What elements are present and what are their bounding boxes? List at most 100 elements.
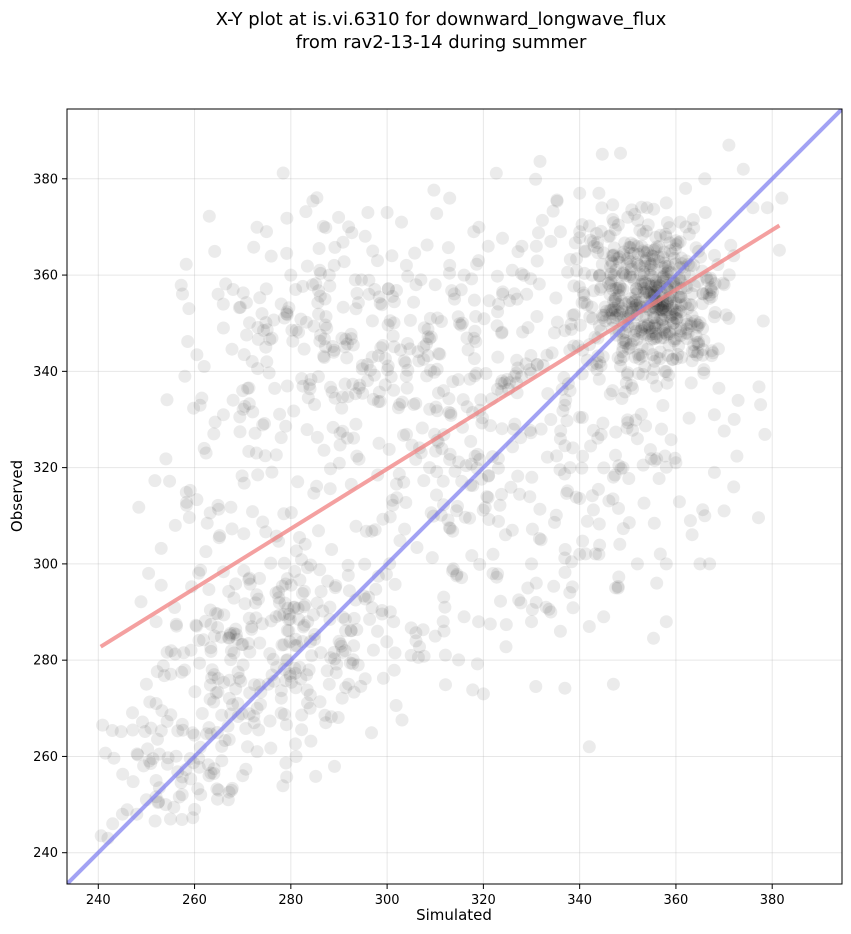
scatter-point	[263, 714, 277, 728]
scatter-point	[354, 273, 368, 287]
scatter-point	[603, 279, 617, 293]
scatter-point	[698, 206, 712, 219]
scatter-point	[409, 278, 423, 292]
scatter-point	[365, 524, 379, 538]
scatter-point	[482, 294, 496, 308]
scatter-point	[705, 344, 719, 358]
scatter-point	[647, 332, 661, 346]
scatter-point	[401, 337, 415, 350]
scatter-point	[683, 514, 697, 528]
scatter-point	[371, 254, 384, 268]
scatter-point	[239, 762, 253, 776]
scatter-point	[652, 240, 666, 254]
scatter-point	[459, 459, 473, 473]
scatter-point	[333, 438, 347, 452]
scatter-point	[358, 672, 372, 686]
scatter-point	[317, 351, 331, 364]
scatter-point	[282, 301, 296, 315]
scatter-point	[646, 270, 660, 284]
scatter-point	[659, 615, 673, 629]
scatter-point	[283, 669, 297, 683]
scatter-point	[674, 290, 688, 304]
scatter-point	[563, 253, 577, 266]
scatter-point	[230, 632, 244, 646]
scatter-point	[654, 312, 668, 325]
scatter-point	[222, 691, 236, 705]
scatter-point	[475, 416, 489, 430]
scatter-point	[149, 774, 163, 787]
scatter-point	[287, 404, 301, 418]
scatter-point	[245, 355, 259, 368]
scatter-point	[674, 324, 688, 338]
scatter-point	[716, 276, 730, 290]
scatter-point	[525, 557, 538, 571]
scatter-point	[312, 242, 326, 255]
scatter-point	[596, 311, 609, 325]
scatter-point	[604, 266, 618, 280]
scatter-point	[152, 795, 166, 809]
scatter-point	[397, 475, 411, 489]
scatter-point	[429, 444, 443, 458]
scatter-point	[566, 601, 580, 615]
scatter-point	[408, 246, 422, 260]
scatter-point	[503, 376, 516, 390]
scatter-point	[211, 287, 225, 301]
scatter-point	[417, 352, 430, 366]
scatter-point	[609, 425, 623, 439]
scatter-point	[724, 238, 738, 252]
scatter-point	[704, 283, 718, 297]
scatter-point	[591, 241, 604, 255]
scatter-point	[383, 314, 397, 328]
scatter-point	[250, 745, 264, 759]
scatter-point	[697, 363, 711, 377]
scatter-point	[303, 688, 317, 702]
scatter-point	[490, 319, 504, 333]
scatter-point	[659, 305, 673, 319]
scatter-point	[245, 620, 259, 634]
scatter-point	[643, 443, 657, 457]
scatter-point	[307, 608, 320, 622]
scatter-point	[648, 354, 661, 368]
scatter-point	[395, 395, 409, 409]
scatter-point	[624, 246, 638, 260]
scatter-point	[142, 566, 156, 580]
scatter-point	[548, 515, 561, 529]
scatter-point	[154, 541, 168, 555]
scatter-point	[570, 252, 584, 266]
scatter-point	[639, 224, 653, 238]
scatter-point	[347, 611, 361, 625]
scatter-point	[310, 191, 324, 205]
scatter-point	[154, 578, 168, 592]
scatter-point	[242, 444, 256, 458]
scatter-point	[455, 316, 469, 330]
scatter-point	[649, 273, 662, 287]
scatter-point	[662, 263, 675, 277]
scatter-point	[575, 411, 589, 424]
scatter-point	[263, 333, 277, 346]
scatter-point	[280, 379, 294, 393]
scatter-point	[236, 769, 250, 783]
scatter-point	[347, 685, 361, 699]
scatter-point	[372, 290, 386, 304]
scatter-point	[655, 313, 669, 327]
scatter-point	[251, 468, 265, 482]
scatter-point	[619, 376, 633, 390]
scatter-point	[344, 624, 358, 638]
scatter-point	[373, 297, 387, 310]
scatter-point	[336, 645, 349, 659]
scatter-point	[412, 354, 426, 368]
x-tick-label: 320	[471, 893, 496, 908]
scatter-point	[371, 624, 384, 638]
scatter-point	[195, 391, 209, 405]
scatter-point	[213, 529, 227, 543]
scatter-point	[656, 301, 670, 315]
scatter-point	[371, 569, 385, 583]
scatter-point	[176, 287, 189, 301]
scatter-point	[328, 581, 342, 595]
scatter-point	[226, 698, 239, 712]
scatter-point	[428, 629, 442, 643]
scatter-point	[653, 345, 667, 359]
scatter-point	[300, 259, 314, 273]
data-points	[94, 138, 789, 845]
scatter-point	[561, 484, 575, 498]
